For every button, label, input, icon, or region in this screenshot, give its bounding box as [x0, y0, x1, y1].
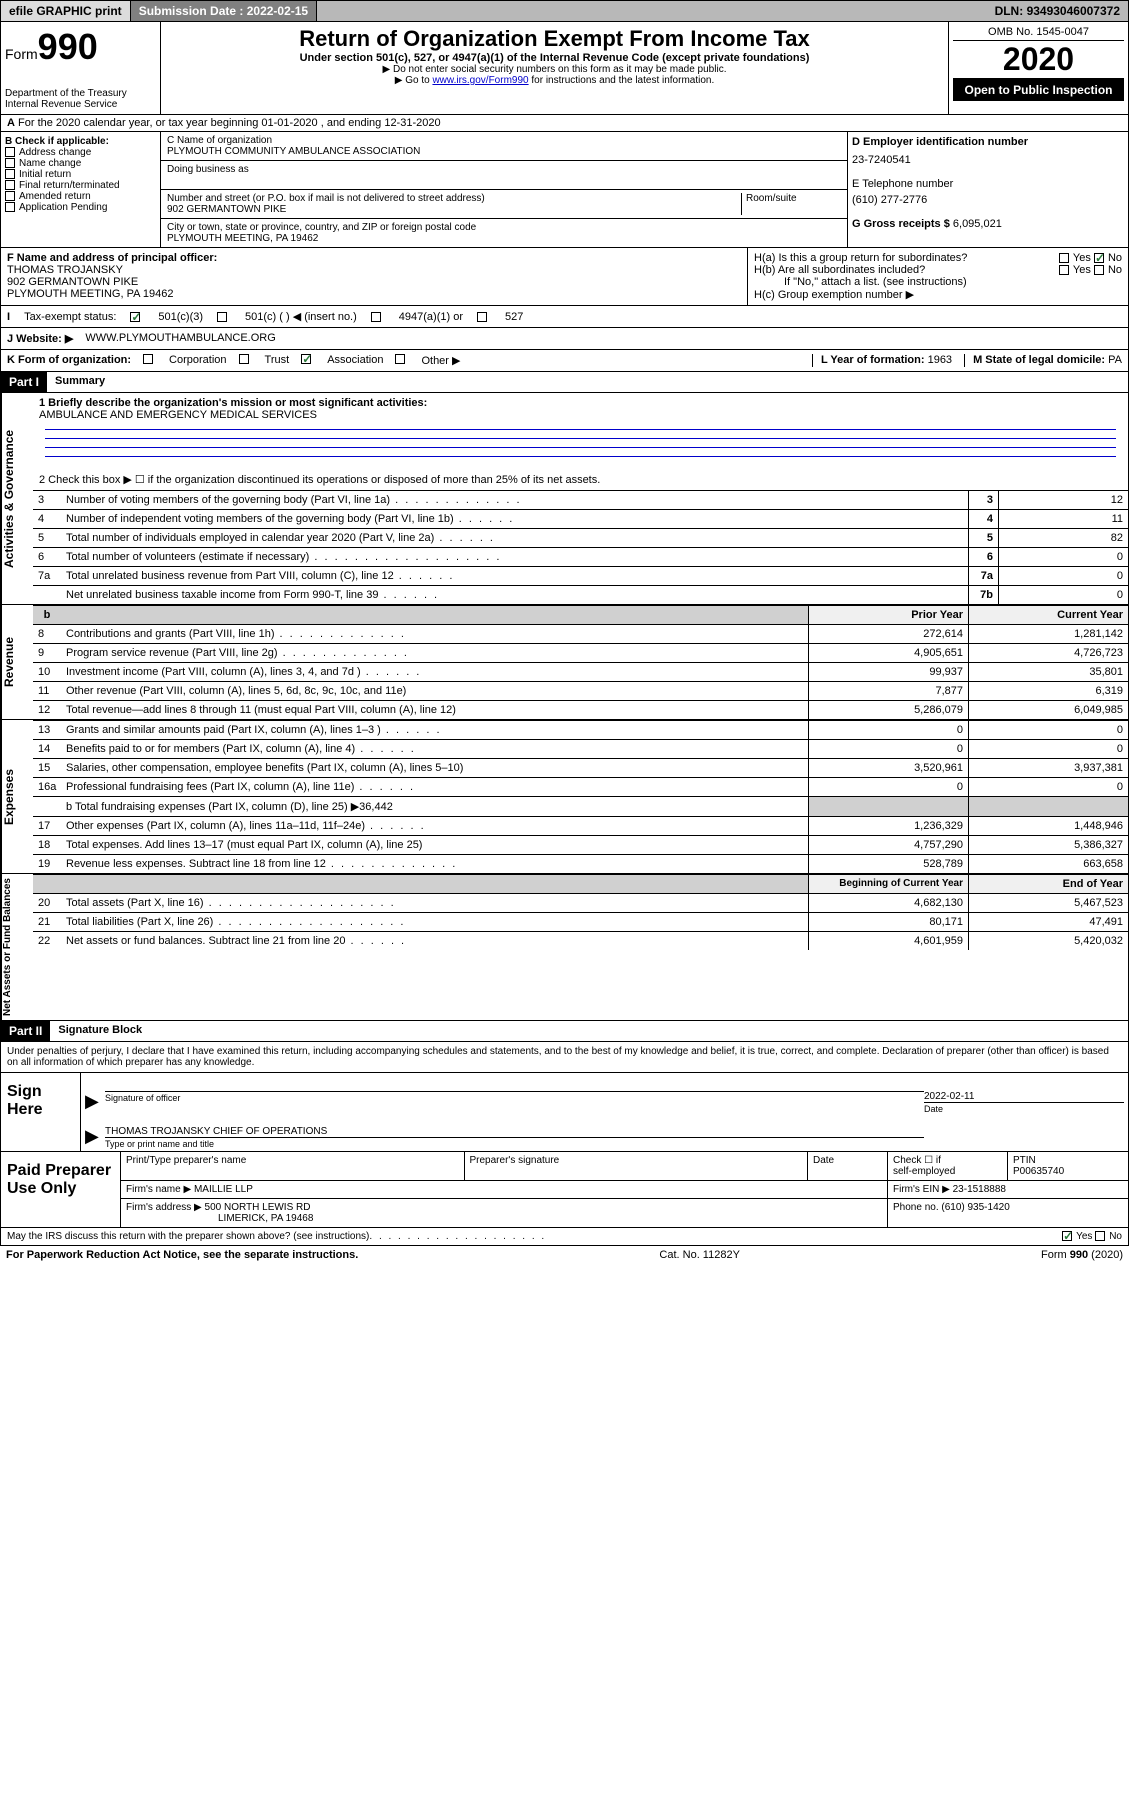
form-header: Form990 Department of the Treasury Inter…: [0, 22, 1129, 115]
hb-no[interactable]: [1094, 265, 1104, 275]
cb-501c[interactable]: [217, 312, 227, 322]
cb-assoc[interactable]: [301, 354, 311, 364]
section-a: A For the 2020 calendar year, or tax yea…: [0, 115, 1129, 132]
website: WWW.PLYMOUTHAMBULANCE.ORG: [85, 332, 275, 345]
org-address: 902 GERMANTOWN PIKE: [167, 204, 741, 215]
section-i: ITax-exempt status: 501(c)(3) 501(c) ( )…: [0, 305, 1129, 327]
telephone: (610) 277-2776: [852, 190, 1124, 218]
cb-other[interactable]: [395, 354, 405, 364]
arrow-icon: ▶: [85, 1126, 105, 1149]
efile-btn[interactable]: efile GRAPHIC print: [1, 1, 131, 21]
sections-f-h: F Name and address of principal officer:…: [0, 247, 1129, 305]
org-name: PLYMOUTH COMMUNITY AMBULANCE ASSOCIATION: [167, 146, 841, 157]
arrow-icon: ▶: [85, 1091, 105, 1114]
dept-label: Department of the Treasury Internal Reve…: [5, 88, 156, 110]
cb-trust[interactable]: [239, 354, 249, 364]
dln: DLN: 93493046007372: [987, 1, 1128, 21]
part2-header: Part II Signature Block: [0, 1021, 1129, 1042]
discuss-no[interactable]: [1095, 1231, 1105, 1241]
gross-receipts: 6,095,021: [953, 218, 1002, 230]
officer-name: THOMAS TROJANSKY: [7, 264, 741, 276]
sections-b-c-d: B Check if applicable: Address change Na…: [0, 132, 1129, 247]
year-formation: 1963: [928, 354, 952, 366]
section-c: C Name of organization PLYMOUTH COMMUNIT…: [161, 132, 848, 247]
org-city: PLYMOUTH MEETING, PA 19462: [167, 233, 841, 244]
section-j: J Website: ▶ WWW.PLYMOUTHAMBULANCE.ORG: [0, 327, 1129, 349]
cb-501c3[interactable]: [130, 312, 140, 322]
section-k-l-m: K Form of organization: Corporation Trus…: [0, 349, 1129, 372]
net-assets-section: Net Assets or Fund Balances Beginning of…: [0, 874, 1129, 1021]
officer-name-title: THOMAS TROJANSKY CHIEF OF OPERATIONS: [105, 1126, 924, 1137]
preparer-block: Paid Preparer Use Only Print/Type prepar…: [1, 1151, 1128, 1227]
cb-amended[interactable]: [5, 191, 15, 201]
firm-name: MAILLIE LLP: [194, 1184, 253, 1195]
tax-year: 2020: [953, 41, 1124, 79]
hb-yes[interactable]: [1059, 265, 1069, 275]
ptin: P00635740: [1013, 1166, 1064, 1177]
section-d-e-g: D Employer identification number 23-7240…: [848, 132, 1128, 247]
ha-no[interactable]: [1094, 253, 1104, 263]
expenses-section: Expenses 13Grants and similar amounts pa…: [0, 720, 1129, 874]
ha-yes[interactable]: [1059, 253, 1069, 263]
note-link: ▶ Go to www.irs.gov/Form990 for instruct…: [165, 75, 944, 86]
ein: 23-7240541: [852, 148, 1124, 178]
public-inspection: Open to Public Inspection: [953, 79, 1124, 101]
cb-corp[interactable]: [143, 354, 153, 364]
mission-desc: AMBULANCE AND EMERGENCY MEDICAL SERVICES: [39, 409, 317, 421]
sign-date: 2022-02-11: [924, 1091, 1124, 1102]
cb-527[interactable]: [477, 312, 487, 322]
revenue-section: Revenue bPrior YearCurrent Year 8Contrib…: [0, 605, 1129, 720]
state-domicile: PA: [1108, 354, 1122, 366]
form-subtitle: Under section 501(c), 527, or 4947(a)(1)…: [165, 52, 944, 64]
cb-initial[interactable]: [5, 169, 15, 179]
form-title: Return of Organization Exempt From Incom…: [165, 26, 944, 52]
cb-address[interactable]: [5, 147, 15, 157]
firm-ein: 23-1518888: [953, 1184, 1006, 1195]
firm-phone: (610) 935-1420: [941, 1202, 1009, 1213]
section-b: B Check if applicable: Address change Na…: [1, 132, 161, 247]
cb-name[interactable]: [5, 158, 15, 168]
discuss-yes[interactable]: [1062, 1231, 1072, 1241]
signature-block: Under penalties of perjury, I declare th…: [0, 1042, 1129, 1246]
cb-pending[interactable]: [5, 202, 15, 212]
cb-4947[interactable]: [371, 312, 381, 322]
form-number: Form990: [5, 26, 156, 68]
firm-addr: 500 NORTH LEWIS RD: [205, 1202, 311, 1213]
omb-number: OMB No. 1545-0047: [953, 26, 1124, 41]
part1-header: Part I Summary: [0, 372, 1129, 393]
governance-section: Activities & Governance 1 Briefly descri…: [0, 393, 1129, 605]
topbar: efile GRAPHIC print Submission Date : 20…: [0, 0, 1129, 22]
submission-date: Submission Date : 2022-02-15: [131, 1, 317, 21]
irs-link[interactable]: www.irs.gov/Form990: [432, 75, 528, 86]
note-ssn: ▶ Do not enter social security numbers o…: [165, 64, 944, 75]
page-footer: For Paperwork Reduction Act Notice, see …: [0, 1246, 1129, 1264]
cb-final[interactable]: [5, 180, 15, 190]
